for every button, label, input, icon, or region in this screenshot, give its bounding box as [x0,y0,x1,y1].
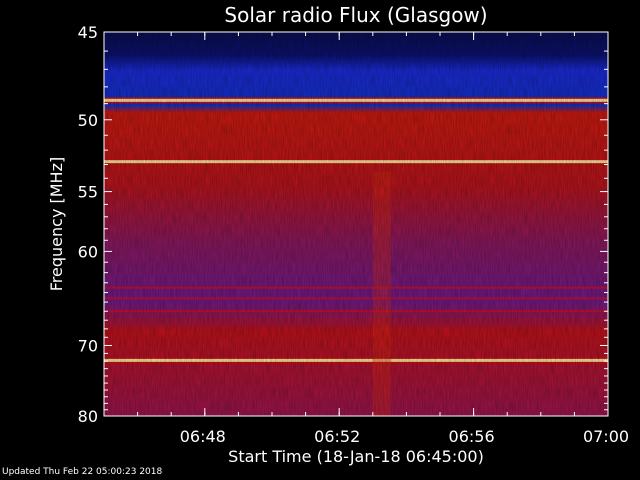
x-tick-label: 06:56 [449,427,495,446]
y-tick-label: 55 [78,183,98,202]
y-tick-label: 70 [78,336,98,355]
chart-title: Solar radio Flux (Glasgow) [224,3,487,27]
x-tick-label: 06:48 [180,427,226,446]
y-tick-label: 50 [78,111,98,130]
y-tick-label: 80 [78,407,98,426]
y-tick-label: 45 [78,23,98,42]
y-tick-label: 60 [78,242,98,261]
x-tick-label: 07:00 [583,427,629,446]
noise-texture [104,32,608,416]
x-tick-label: 06:52 [314,427,360,446]
x-axis-label: Start Time (18-Jan-18 06:45:00) [228,447,484,466]
y-axis-label: Frequency [MHz] [47,157,66,291]
plot-area [103,31,609,417]
plot-border [103,31,609,417]
update-timestamp: Updated Thu Feb 22 05:00:23 2018 [2,467,163,477]
